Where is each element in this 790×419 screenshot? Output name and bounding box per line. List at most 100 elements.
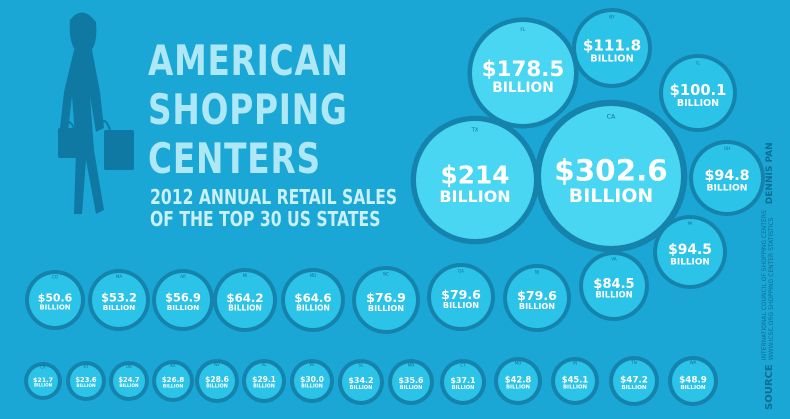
value-label-co: $50.6: [38, 292, 73, 305]
state-label-ok: OK: [126, 364, 132, 369]
value-label-ma: $53.2: [101, 291, 137, 305]
value-label-sc: $34.2: [348, 376, 373, 385]
bubble-circle-nj: [507, 268, 567, 328]
bubble-circle-tn: [613, 360, 655, 402]
bubble-circle-co: [29, 274, 81, 326]
value-label-nj: $79.6: [517, 288, 557, 303]
unit-label-ok: BILLION: [119, 383, 139, 389]
unit-label-in: BILLION: [563, 384, 588, 390]
state-label-wa: WA: [690, 360, 697, 365]
bubble-circle-ca: [541, 106, 681, 246]
unit-label-ka: BILLION: [163, 383, 184, 389]
value-label-wa: $48.9: [679, 375, 707, 385]
bubble-circle-al: [246, 363, 282, 399]
bubble-circle-oh: [693, 144, 761, 212]
state-label-il: IL: [696, 60, 700, 65]
bubble-circle-wa: [672, 360, 714, 402]
value-label-cr: $21.7: [33, 377, 53, 384]
bubble-circle-wi: [294, 363, 330, 399]
state-label-va: VA: [611, 257, 616, 262]
bubble-circle-ga: [431, 267, 491, 327]
value-label-il: $100.1: [670, 82, 727, 99]
value-label-ok: $24.7: [118, 376, 140, 384]
unit-label-md: BILLION: [296, 303, 330, 312]
value-label-in: $45.1: [562, 374, 589, 384]
value-label-pa: $94.5: [668, 242, 712, 258]
state-label-in: IN: [573, 361, 577, 366]
state-label-tn: TN: [630, 360, 636, 365]
value-label-nv: $28.6: [205, 375, 229, 384]
value-label-mn: $35.6: [398, 376, 424, 385]
unit-label-mo: BILLION: [506, 384, 531, 390]
value-label-wi: $30.0: [300, 375, 324, 384]
bubble-circle-ny: [576, 12, 648, 84]
value-label-ar: $56.9: [165, 291, 201, 305]
bubble-circle-sc: [342, 363, 380, 401]
state-label-tx: TX: [471, 128, 479, 134]
value-label-ca: $302.6: [554, 153, 667, 187]
source-line-1: INTERNATIONAL COUNCIL OF SHOPPING CENTER…: [760, 210, 768, 361]
unit-label-ga: BILLION: [443, 300, 479, 310]
state-label-nj: NJ: [535, 269, 539, 274]
unit-label-wi: BILLION: [301, 384, 323, 390]
unit-label-cr: BILLION: [34, 383, 53, 388]
value-label-va: $84.5: [593, 277, 634, 292]
state-label-nv: NV: [214, 362, 220, 367]
bubble-circle-in: [555, 361, 595, 401]
state-label-ct: CT: [460, 362, 466, 367]
value-label-mo: $42.8: [505, 374, 532, 384]
source-line-2: WWW.ICSC.ORG SHOPPING CENTER STATISTICS: [767, 217, 775, 361]
state-label-mn: MN: [408, 362, 414, 367]
state-label-ar: AR: [180, 274, 186, 279]
value-label-oh: $94.8: [704, 168, 749, 184]
subtitle-line-2: OF THE TOP 30 US STATES: [150, 207, 381, 231]
unit-label-tn: BILLION: [621, 385, 647, 391]
state-label-ka: KA: [170, 363, 176, 368]
bubble-circle-mn: [392, 363, 430, 401]
bubble-circle-fl: [472, 22, 574, 124]
bubble-circle-va: [583, 255, 645, 317]
state-label-mi: MI: [243, 273, 248, 278]
bubble-circle-nv: [199, 363, 235, 399]
title-line-1: AMERICAN: [148, 36, 349, 85]
bubble-circle-ky: [70, 365, 102, 397]
state-label-mo: MO: [515, 361, 522, 366]
bubble-circle-pa: [657, 219, 723, 285]
state-label-cr: CR: [40, 365, 46, 370]
bubble-circle-il: [663, 58, 733, 128]
unit-label-ny: BILLION: [590, 53, 633, 64]
value-label-fl: $178.5: [482, 57, 565, 82]
unit-label-ca: BILLION: [569, 185, 653, 207]
state-label-ky: KY: [84, 364, 89, 369]
value-label-md: $64.6: [294, 291, 331, 305]
bubble-circle-ar: [156, 273, 210, 327]
unit-label-nj: BILLION: [519, 301, 555, 311]
value-label-tx: $214: [441, 161, 510, 190]
value-label-tn: $47.2: [620, 375, 648, 385]
value-label-al: $29.1: [252, 375, 276, 384]
source-author: DENNIS PAN: [765, 142, 775, 205]
value-label-ct: $37.1: [450, 376, 475, 385]
unit-label-va: BILLION: [595, 290, 632, 300]
unit-label-ky: BILLION: [76, 383, 96, 389]
value-label-ny: $111.8: [583, 36, 641, 54]
bubble-circle-nc: [356, 270, 416, 330]
state-label-pa: PA: [688, 221, 693, 226]
